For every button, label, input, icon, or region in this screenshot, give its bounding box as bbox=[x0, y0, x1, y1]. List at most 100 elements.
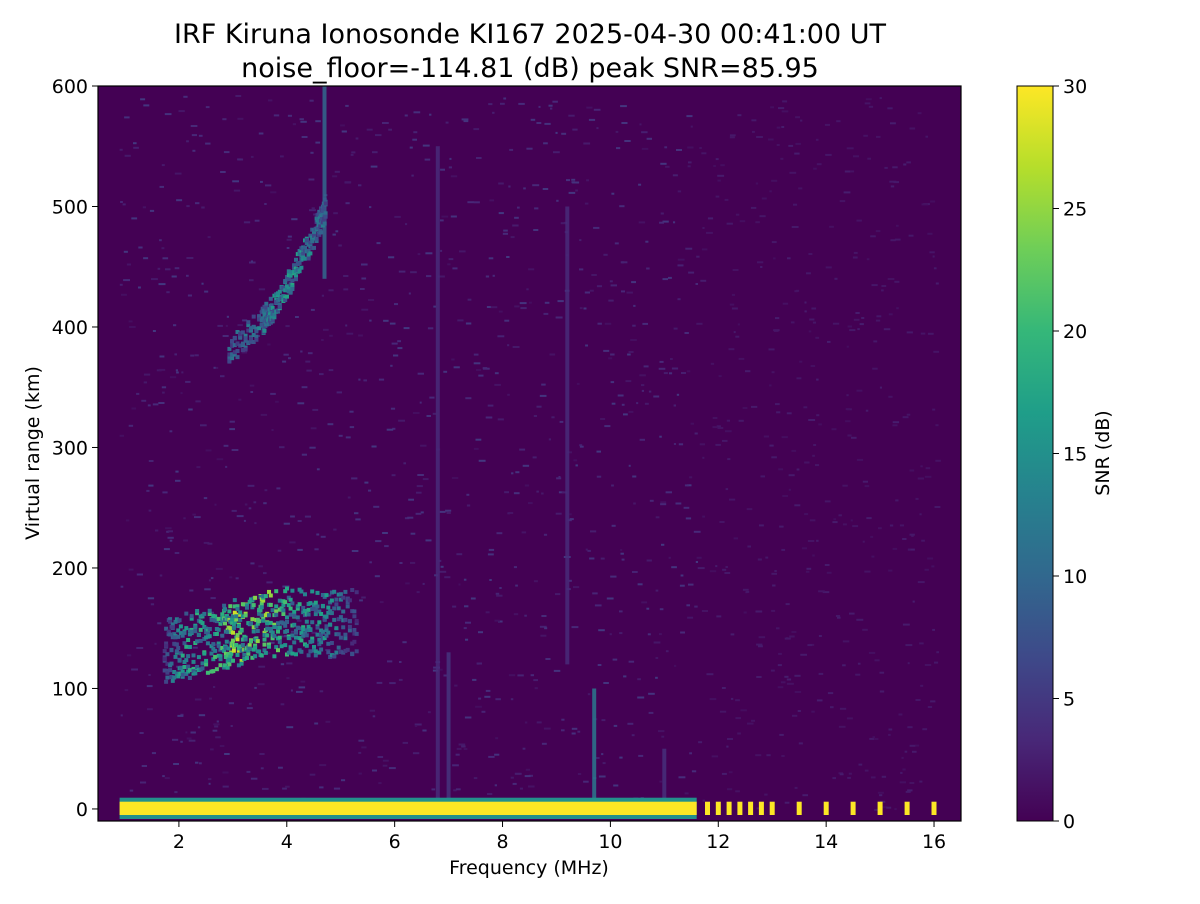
noise-cell bbox=[376, 242, 381, 245]
noise-cell bbox=[813, 444, 817, 446]
noise-cell bbox=[884, 166, 888, 169]
noise-cell bbox=[371, 445, 377, 448]
noise-cell bbox=[345, 104, 349, 107]
ground-column-mark bbox=[931, 801, 937, 815]
noise-cell bbox=[697, 567, 705, 570]
noise-cell bbox=[253, 501, 257, 504]
noise-cell bbox=[610, 353, 615, 356]
noise-cell bbox=[454, 684, 458, 687]
noise-cell bbox=[280, 155, 284, 158]
noise-cell bbox=[346, 332, 354, 335]
f-layer-echo-cell bbox=[268, 296, 273, 301]
f-layer-echo-cell bbox=[232, 352, 237, 357]
noise-cell bbox=[226, 315, 229, 318]
f-layer-echo-cell bbox=[249, 326, 253, 331]
e-layer-echo-cell bbox=[172, 675, 177, 680]
noise-cell bbox=[735, 213, 740, 216]
noise-cell bbox=[788, 474, 795, 477]
f-layer-echo-cell bbox=[269, 313, 274, 318]
noise-cell bbox=[120, 714, 123, 717]
noise-cell bbox=[639, 374, 646, 377]
e-layer-echo-cell bbox=[347, 598, 352, 603]
e-layer-echo-cell bbox=[285, 586, 289, 591]
e-layer-echo-cell bbox=[343, 636, 348, 641]
f-layer-echo-cell bbox=[301, 251, 306, 256]
noise-cell bbox=[498, 212, 504, 215]
noise-cell bbox=[920, 465, 923, 468]
e-layer-echo-cell bbox=[189, 616, 194, 621]
noise-cell bbox=[528, 502, 533, 505]
e-layer-echo-cell bbox=[235, 604, 240, 609]
noise-cell bbox=[672, 174, 678, 177]
noise-cell bbox=[429, 396, 435, 399]
noise-cell bbox=[143, 104, 150, 107]
noise-cell bbox=[686, 370, 691, 373]
noise-cell bbox=[416, 485, 423, 488]
noise-cell bbox=[422, 478, 429, 481]
noise-cell bbox=[825, 266, 832, 269]
noise-cell bbox=[539, 394, 547, 397]
noise-cell bbox=[687, 146, 694, 149]
ground-column-mark bbox=[823, 801, 829, 815]
noise-cell bbox=[194, 516, 201, 519]
noise-cell bbox=[889, 180, 897, 183]
noise-cell bbox=[907, 726, 913, 729]
noise-cell bbox=[709, 698, 717, 701]
e-layer-echo-cell bbox=[204, 658, 209, 663]
noise-cell bbox=[809, 318, 815, 321]
e-layer-echo-cell bbox=[231, 630, 235, 635]
noise-cell bbox=[544, 627, 548, 630]
noise-cell bbox=[526, 147, 533, 150]
noise-cell bbox=[422, 144, 430, 147]
noise-cell bbox=[568, 579, 572, 582]
noise-cell bbox=[603, 682, 609, 684]
e-layer-echo-cell bbox=[235, 633, 240, 638]
noise-cell bbox=[871, 555, 875, 558]
noise-cell bbox=[508, 674, 516, 677]
e-layer-echo-cell bbox=[228, 654, 233, 659]
noise-cell bbox=[220, 375, 225, 378]
noise-cell bbox=[610, 381, 615, 384]
e-layer-echo-cell bbox=[236, 648, 241, 653]
noise-cell bbox=[639, 438, 645, 441]
noise-cell bbox=[906, 161, 911, 164]
noise-cell bbox=[427, 711, 431, 714]
noise-cell bbox=[484, 695, 491, 698]
noise-cell bbox=[407, 516, 414, 519]
f-layer-echo-cell bbox=[286, 277, 291, 282]
noise-cell bbox=[301, 136, 308, 138]
e-layer-echo-cell bbox=[196, 655, 201, 660]
noise-cell bbox=[305, 360, 311, 363]
e-layer-echo-cell bbox=[319, 633, 324, 638]
noise-cell bbox=[222, 118, 227, 121]
noise-cell bbox=[263, 572, 267, 575]
f-layer-echo-cell bbox=[320, 212, 325, 217]
noise-cell bbox=[888, 733, 891, 736]
e-layer-echo-cell bbox=[324, 633, 329, 638]
noise-cell bbox=[315, 141, 321, 144]
f-layer-echo-cell bbox=[230, 339, 235, 343]
e-layer-echo-cell bbox=[313, 649, 318, 654]
noise-cell bbox=[128, 424, 134, 427]
noise-cell bbox=[915, 497, 919, 500]
noise-cell bbox=[933, 267, 937, 270]
noise-cell bbox=[183, 517, 186, 520]
noise-cell bbox=[628, 351, 634, 353]
noise-cell bbox=[747, 722, 754, 725]
noise-cell bbox=[488, 257, 494, 260]
noise-cell bbox=[627, 722, 634, 725]
noise-cell bbox=[286, 662, 293, 665]
f-layer-echo-cell bbox=[286, 269, 291, 274]
e-layer-echo-cell bbox=[338, 650, 343, 654]
noise-cell bbox=[733, 537, 738, 540]
noise-cell bbox=[425, 252, 433, 255]
e-layer-echo-cell bbox=[341, 625, 346, 630]
e-layer-echo-cell bbox=[341, 650, 346, 655]
noise-cell bbox=[173, 324, 177, 327]
ground-column-mark bbox=[758, 801, 764, 815]
noise-cell bbox=[848, 772, 852, 775]
noise-cell bbox=[466, 493, 470, 496]
noise-cell bbox=[709, 570, 717, 573]
noise-cell bbox=[687, 616, 694, 619]
noise-cell bbox=[710, 362, 715, 365]
